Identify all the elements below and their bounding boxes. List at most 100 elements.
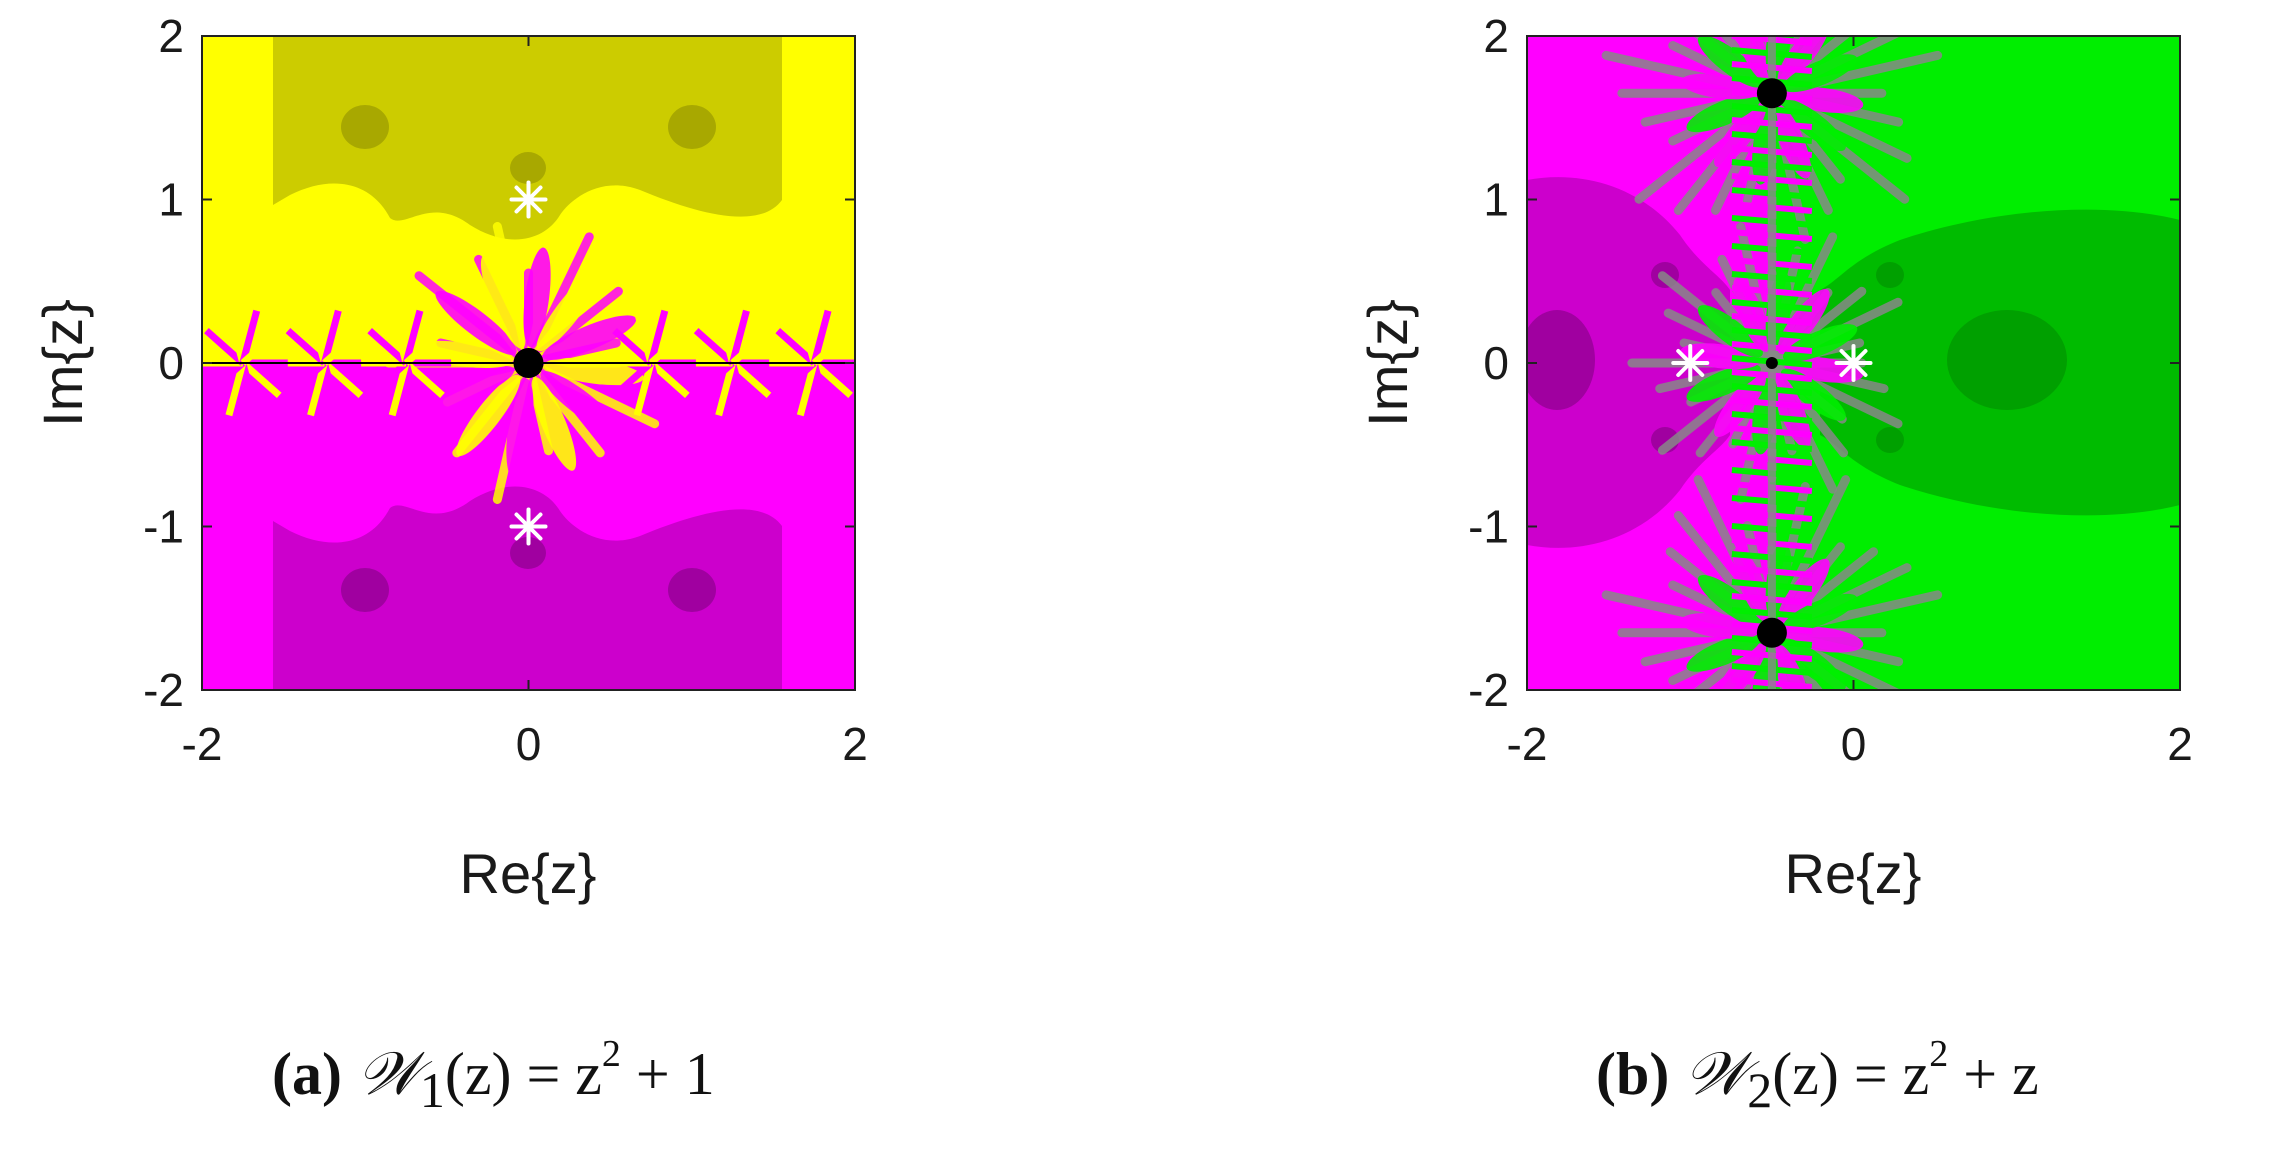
panel-a-fractal-petal — [540, 371, 622, 436]
panel-a-fractal-bud — [730, 328, 772, 366]
panel-a-fractal-petal — [523, 247, 551, 348]
panel-b-black-point — [1756, 78, 1787, 109]
panel-b-root-star — [1834, 344, 1873, 382]
panel-a-fractal-bud — [729, 362, 750, 417]
panel-a-fractal-bud — [322, 328, 364, 366]
panel-a-root-star — [509, 507, 548, 546]
panel-b-fractal-petal — [1780, 368, 1846, 421]
panel-b-root-star-arm — [1839, 348, 1868, 378]
panel-a-fractal-bud — [403, 360, 445, 398]
panel-a-fractal-bud — [811, 328, 853, 366]
panel-a-fractal-bud — [693, 328, 735, 366]
panel-a-root-star — [509, 180, 548, 219]
panel-a-ytick-label: 1 — [158, 174, 184, 226]
panel-a-ytick-label: 2 — [158, 10, 184, 62]
panel-b-fractal-petal — [1780, 638, 1846, 690]
panel-a-root-star-arm — [514, 512, 543, 541]
panel-b-black-point — [1756, 617, 1787, 648]
panel-b-plot-area — [1527, 36, 2180, 690]
panel-b-ytick-label: 0 — [1483, 337, 1509, 389]
panel-a-fractal-bud — [647, 362, 669, 417]
panel-b-xlabel: Re{z} — [1785, 842, 1922, 905]
panel-a-markers — [509, 180, 548, 546]
panel-a-fractal-petal — [506, 378, 534, 479]
panel-a-fractal-petal — [435, 290, 517, 355]
panel-a-fractal-bud — [729, 309, 750, 364]
panel-a-fractal-bud — [307, 362, 328, 417]
panel-a-fractal-bud — [796, 309, 818, 364]
panel-b-caption-letter: (b) — [1596, 1041, 1670, 1107]
panel-b-caption: (b) 𝒲2(z) = z2 + z — [1596, 1035, 2039, 1119]
panel-a-xtick-label: -2 — [182, 718, 223, 770]
panel-b-caption-subscript: 2 — [1747, 1062, 1773, 1118]
panel-b-ytick-label: -2 — [1468, 664, 1509, 716]
panel-a-upper-spots — [341, 105, 716, 184]
panel-a-fractal-bud — [715, 309, 736, 364]
panel-a-caption-letter: (a) — [272, 1041, 342, 1107]
panel-a-fractal-bud — [204, 328, 246, 366]
panel-a-fractal-bud — [647, 309, 669, 364]
panel-a-lower-dark-region — [273, 486, 782, 690]
panel-b-fractal-petal — [1777, 558, 1830, 624]
panel-a-fractal-bud — [240, 360, 282, 398]
panel-a-caption-subscript: 1 — [419, 1062, 445, 1118]
panel-b-xtick-label: -2 — [1507, 718, 1548, 770]
panel-a-fractal-bud — [204, 360, 246, 398]
panel-a-caption-exponent: 2 — [601, 1033, 621, 1075]
panel-a-fractal-bud — [239, 309, 261, 364]
panel-a-ytick-label: -1 — [143, 501, 184, 553]
panel-a-fractal-bud — [225, 362, 247, 417]
panel-a-fractal-bud — [796, 362, 818, 417]
panel-a-caption-symbol: 𝒲 — [356, 1041, 420, 1107]
panel-a-ytick-label: 0 — [158, 337, 184, 389]
panel-b-ylabel: Im{z} — [1356, 299, 1419, 427]
panel-a-fractal-bud — [367, 328, 409, 366]
panel-a-fractal-bud — [285, 328, 327, 366]
panel-a-ticks: -2 0 2 -2 -1 0 1 2 — [143, 10, 868, 770]
panel-b-caption-exponent: 2 — [1929, 1033, 1949, 1075]
panel-a-fractal-bud — [810, 309, 832, 364]
panel-b-markers — [1671, 78, 1873, 648]
panel-b-fractal-petal — [1686, 633, 1761, 672]
panel-b: -2 0 2 -2 -1 0 1 2 Re{z} Im{z} — [1356, 10, 2193, 905]
panel-a-fractal-bud — [730, 360, 772, 398]
panel-a-fractal-petal — [542, 315, 637, 360]
panel-b-fractal-petal — [1773, 643, 1811, 690]
panel-a-caption-tail: + 1 — [620, 1041, 715, 1107]
panel-a-fractal-petal — [456, 374, 521, 457]
panel-a-fractal-bud — [693, 360, 735, 398]
panel-b-root-star — [1671, 344, 1710, 382]
panel-a-caption-arg: (z) = z — [444, 1041, 602, 1107]
panel-a-fractal-bud — [388, 362, 410, 417]
panel-a-fractal-bud — [285, 360, 327, 398]
panel-a-fractal-bud — [612, 328, 654, 366]
panel-a-fractal-bud — [811, 360, 853, 398]
panel-b-caption-tail: + z — [1948, 1041, 2039, 1107]
panel-a-fractal-bud — [239, 362, 261, 417]
panel-a-xtick-label: 2 — [842, 718, 868, 770]
panel-a-fractal-bud — [240, 328, 282, 366]
panel-b-fractal-petal — [1697, 36, 1763, 88]
panel-a-fractal-bud — [775, 360, 817, 398]
panel-a-fractal-bud — [307, 309, 328, 364]
panel-a-fractal-petal — [536, 269, 601, 352]
panel-b-fractal-petal — [1714, 641, 1767, 690]
panel-a-fractal-bud — [225, 309, 247, 364]
panel-b-right-spots — [1876, 262, 2067, 453]
panel-a-fractal-bud — [388, 309, 410, 364]
panel-b-ytick-label: 1 — [1483, 174, 1509, 226]
panel-a-fractal-petal — [480, 255, 526, 349]
panel-b-xtick-label: 0 — [1841, 718, 1867, 770]
panel-a-fractal-bud — [402, 309, 424, 364]
panel-a-black-point — [513, 348, 544, 378]
panel-b-caption-symbol: 𝒲 — [1684, 1041, 1748, 1107]
panel-a-fractal-bud — [402, 362, 424, 417]
panel-a-upper-dark-region — [273, 36, 782, 240]
panel-a-caption: (a) 𝒲1(z) = z2 + 1 — [272, 1035, 715, 1119]
panel-b-ytick-label: -1 — [1468, 501, 1509, 553]
panel-a-fractal-bud — [648, 360, 690, 398]
panel-a-root-star-arm — [514, 185, 543, 214]
panel-a: -2 0 2 -2 -1 0 1 2 Re{z} Im{z} — [31, 10, 868, 905]
panel-a-lower-spots — [341, 537, 716, 612]
